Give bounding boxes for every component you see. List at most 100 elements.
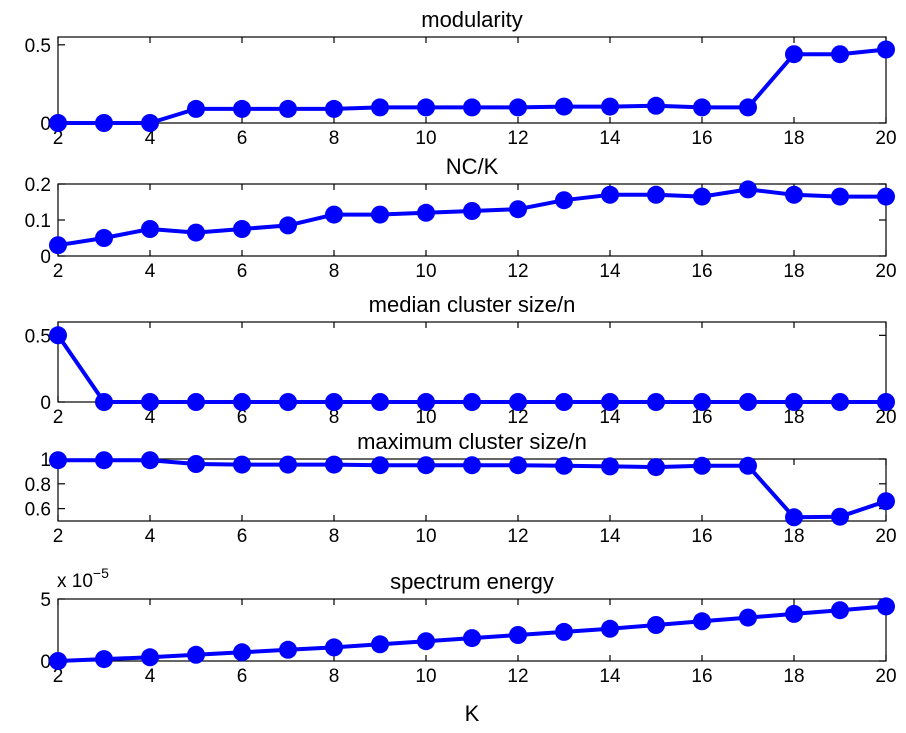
data-point <box>49 451 67 470</box>
y-tick-label: 0 <box>40 247 51 268</box>
x-tick-label: 14 <box>599 407 621 428</box>
data-point <box>739 393 757 411</box>
data-point <box>693 187 711 206</box>
data-point <box>417 632 435 651</box>
data-point <box>647 96 665 115</box>
series-line <box>56 334 886 404</box>
x-tick-label: 20 <box>875 526 896 547</box>
x-tick-label: 6 <box>237 261 248 282</box>
data-point <box>233 393 251 411</box>
data-point <box>417 456 435 475</box>
data-point <box>141 114 159 132</box>
x-tick-label: 4 <box>145 128 156 149</box>
x-tick-label: 12 <box>507 407 528 428</box>
x-tick-label: 2 <box>53 407 64 428</box>
x-tick-label: 6 <box>237 128 248 149</box>
data-point <box>49 114 67 132</box>
data-point <box>877 597 895 616</box>
data-point <box>785 604 803 623</box>
subplot-5: spectrum energy 2 4 6 8 10 12 14 16 18 20 0 5 x 10−5 K <box>40 565 896 726</box>
y-tick-label: 1 <box>40 450 51 471</box>
y-tick-label: 0.2 <box>25 175 51 196</box>
y-tick-label: 0.5 <box>25 326 51 347</box>
x-tick-label: 12 <box>507 526 528 547</box>
data-point <box>647 185 665 204</box>
x-tick-label: 18 <box>783 526 804 547</box>
y-tick-label: 0 <box>40 114 51 135</box>
x-tick-label: 10 <box>415 666 436 687</box>
data-point <box>693 456 711 475</box>
data-point <box>877 40 895 59</box>
data-point <box>417 393 435 411</box>
data-point <box>601 393 619 411</box>
data-point <box>509 393 527 411</box>
x-tick-label: 18 <box>783 666 804 687</box>
data-point <box>601 619 619 638</box>
data-point <box>141 220 159 238</box>
y-tick-label: 0.6 <box>25 500 51 521</box>
x-tick-label: 18 <box>783 128 804 149</box>
x-tick-label: 10 <box>415 261 436 282</box>
y-tick-label: 0.1 <box>25 211 51 232</box>
x-tick-label: 8 <box>329 526 340 547</box>
data-point <box>877 187 895 206</box>
x-tick-label: 14 <box>599 261 621 282</box>
data-point <box>831 393 849 411</box>
data-point <box>739 608 757 627</box>
x-tick-label: 4 <box>145 526 156 547</box>
x-tick-label: 14 <box>599 128 621 149</box>
data-point <box>371 393 389 411</box>
x-tick-label: 2 <box>53 261 64 282</box>
data-point <box>739 180 757 199</box>
y-tick-label: 5 <box>40 590 51 611</box>
data-point <box>647 616 665 634</box>
x-tick-label: 18 <box>783 407 804 428</box>
x-tick-label: 18 <box>783 261 804 282</box>
x-tick-label: 16 <box>691 261 712 282</box>
x-tick-label: 6 <box>237 526 248 547</box>
subplot-title: modularity <box>421 7 522 32</box>
subplot-title: NC/K <box>446 154 499 179</box>
x-tick-label: 2 <box>53 526 64 547</box>
axes-frame <box>57 598 887 662</box>
data-point <box>187 223 205 242</box>
data-point <box>693 612 711 631</box>
data-point <box>95 650 113 669</box>
data-point <box>371 456 389 475</box>
data-point <box>831 187 849 206</box>
data-point <box>463 456 481 475</box>
x-tick-label: 16 <box>691 526 712 547</box>
data-point <box>371 635 389 654</box>
y-tick-label: 0 <box>40 652 51 673</box>
data-point <box>647 458 665 477</box>
data-point <box>831 601 849 620</box>
data-point <box>785 508 803 527</box>
x-tick-label: 4 <box>145 261 156 282</box>
x-tick-label: 16 <box>691 666 712 687</box>
data-point <box>49 652 67 670</box>
data-point <box>463 629 481 648</box>
data-point <box>95 393 113 411</box>
data-point <box>739 98 757 117</box>
data-point <box>417 98 435 117</box>
data-point <box>187 99 205 118</box>
data-point <box>141 648 159 667</box>
data-point <box>693 98 711 117</box>
x-tick-label: 10 <box>415 407 436 428</box>
exponent-base: x 10 <box>57 571 93 592</box>
data-point <box>509 456 527 475</box>
data-point <box>371 98 389 117</box>
data-point <box>463 98 481 117</box>
data-point <box>785 185 803 204</box>
x-tick-label: 14 <box>599 526 621 547</box>
data-point <box>509 200 527 219</box>
x-tick-label: 12 <box>507 261 528 282</box>
y-tick-label: 0.5 <box>25 36 51 57</box>
data-point <box>233 99 251 118</box>
subplot-3: median cluster size/n 2 4 6 8 10 12 14 16 18 20 0 0.… <box>25 292 897 428</box>
subplot-title: median cluster size/n <box>369 292 576 317</box>
x-tick-label: 12 <box>507 666 528 687</box>
data-point <box>601 185 619 204</box>
data-point <box>555 456 573 475</box>
data-point <box>555 622 573 641</box>
